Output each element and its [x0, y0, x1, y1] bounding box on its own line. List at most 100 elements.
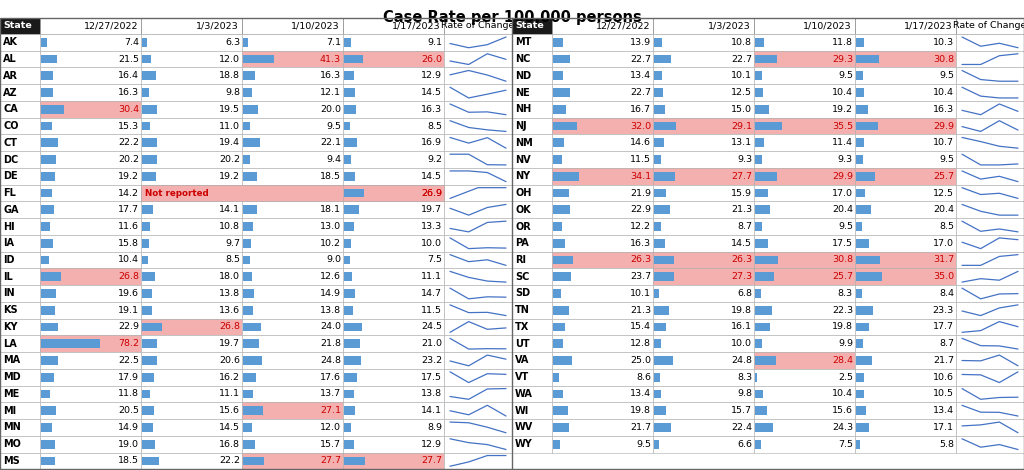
Bar	[552, 151, 653, 168]
Bar	[552, 101, 653, 118]
Bar	[40, 134, 141, 151]
Bar	[344, 222, 354, 231]
Bar	[243, 440, 255, 448]
Text: 8.4: 8.4	[939, 289, 954, 298]
Text: 8.9: 8.9	[427, 423, 442, 432]
Text: 22.2: 22.2	[219, 456, 240, 465]
Bar	[41, 256, 49, 264]
Text: 28.4: 28.4	[831, 356, 853, 365]
Text: 16.3: 16.3	[933, 105, 954, 114]
Text: MT: MT	[515, 38, 531, 47]
Bar	[552, 285, 653, 302]
Text: AR: AR	[3, 71, 18, 81]
Bar	[553, 122, 577, 131]
Bar	[242, 185, 343, 202]
Bar	[444, 134, 512, 151]
Bar	[142, 122, 151, 131]
Bar	[40, 68, 141, 84]
Text: 17.1: 17.1	[933, 423, 954, 432]
Bar	[141, 151, 242, 168]
Text: 22.3: 22.3	[831, 306, 853, 315]
Bar	[344, 188, 365, 197]
Bar	[755, 322, 770, 331]
Bar	[343, 84, 444, 101]
Bar	[553, 289, 560, 298]
Bar	[142, 205, 153, 214]
Bar	[855, 335, 956, 352]
Bar	[755, 339, 763, 348]
Bar	[512, 251, 552, 268]
Bar	[553, 390, 563, 398]
Text: 9.8: 9.8	[737, 390, 752, 399]
Bar	[856, 239, 868, 248]
Text: 26.8: 26.8	[219, 322, 240, 331]
Text: NC: NC	[515, 54, 530, 64]
Bar	[142, 105, 157, 114]
Bar	[855, 352, 956, 369]
Text: 19.2: 19.2	[831, 105, 853, 114]
Bar	[754, 51, 855, 68]
Bar	[343, 151, 444, 168]
Bar	[141, 51, 242, 68]
Bar	[755, 222, 762, 231]
Text: 14.9: 14.9	[118, 423, 139, 432]
Bar	[512, 385, 552, 402]
Bar	[512, 202, 552, 218]
Bar	[553, 155, 561, 164]
Bar	[344, 256, 349, 264]
Bar	[512, 51, 552, 68]
Text: 13.6: 13.6	[219, 306, 240, 315]
Bar	[855, 319, 956, 335]
Bar	[553, 172, 579, 180]
Bar	[0, 453, 40, 469]
Text: State: State	[3, 22, 32, 31]
Bar	[956, 385, 1024, 402]
Bar	[344, 155, 351, 164]
Bar	[41, 356, 57, 365]
Text: 14.1: 14.1	[421, 406, 442, 415]
Bar	[343, 185, 444, 202]
Text: 20.0: 20.0	[319, 105, 341, 114]
Bar	[243, 172, 257, 180]
Text: 21.3: 21.3	[731, 205, 752, 214]
Bar	[654, 373, 660, 382]
Text: 25.7: 25.7	[831, 272, 853, 281]
Text: 13.4: 13.4	[630, 390, 651, 399]
Bar	[956, 218, 1024, 235]
Bar	[142, 390, 151, 398]
Bar	[0, 385, 40, 402]
Bar	[141, 419, 242, 436]
Text: 20.2: 20.2	[118, 155, 139, 164]
Bar	[755, 88, 763, 97]
Bar	[755, 373, 757, 382]
Bar	[856, 71, 863, 80]
Bar	[553, 440, 560, 448]
Bar	[754, 302, 855, 319]
Bar	[142, 256, 148, 264]
Bar	[444, 185, 512, 202]
Text: 16.3: 16.3	[421, 105, 442, 114]
Bar	[654, 306, 669, 314]
Bar	[956, 134, 1024, 151]
Text: 22.9: 22.9	[118, 322, 139, 331]
Bar	[142, 356, 158, 365]
Text: HI: HI	[3, 221, 14, 232]
Text: 13.7: 13.7	[319, 390, 341, 399]
Bar	[512, 68, 552, 84]
Bar	[856, 406, 866, 415]
Text: 17.5: 17.5	[421, 373, 442, 382]
Bar	[956, 118, 1024, 134]
Bar	[41, 155, 56, 164]
Text: 8.3: 8.3	[737, 373, 752, 382]
Text: 16.4: 16.4	[118, 71, 139, 80]
Bar	[512, 34, 552, 51]
Bar	[654, 55, 671, 63]
Bar	[243, 139, 259, 147]
Text: 15.6: 15.6	[831, 406, 853, 415]
Bar	[444, 151, 512, 168]
Bar	[242, 385, 343, 402]
Text: SC: SC	[515, 272, 529, 282]
Bar	[653, 118, 754, 134]
Bar	[141, 285, 242, 302]
Bar	[343, 302, 444, 319]
